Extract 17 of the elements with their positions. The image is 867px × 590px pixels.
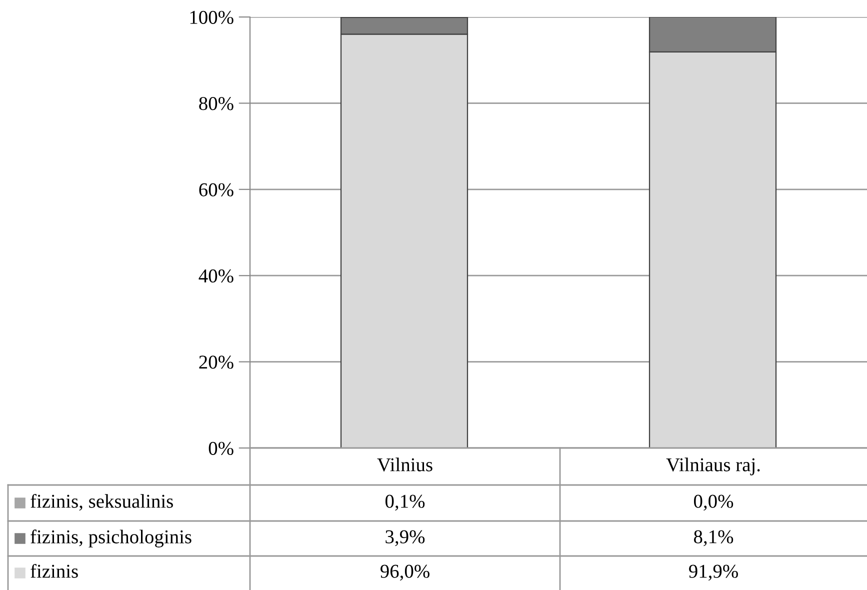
legend-label: fizinis	[30, 564, 78, 578]
y-tick-label: 20%	[199, 356, 234, 369]
data-label: 96,0%	[380, 564, 430, 581]
y-tick-label: 40%	[198, 269, 234, 283]
data-label: 8,1%	[694, 530, 734, 546]
legend-label: fizinis, seksualinis	[30, 494, 173, 511]
x-tick-label: Vilnius	[377, 458, 432, 472]
y-tick-label: 100%	[190, 10, 234, 24]
y-tick-label: 60%	[199, 183, 234, 196]
legend-label: fizinis, psichologinis	[30, 530, 192, 548]
data-label: 0,1%	[385, 494, 425, 511]
data-label: 0,0%	[694, 494, 734, 511]
x-tick-label: Vilniaus raj.	[666, 458, 760, 476]
data-label: 3,9%	[386, 530, 425, 546]
y-tick-label: 80%	[199, 97, 234, 110]
y-tick-label: 0%	[208, 442, 234, 455]
data-label: 91,9%	[689, 564, 738, 581]
